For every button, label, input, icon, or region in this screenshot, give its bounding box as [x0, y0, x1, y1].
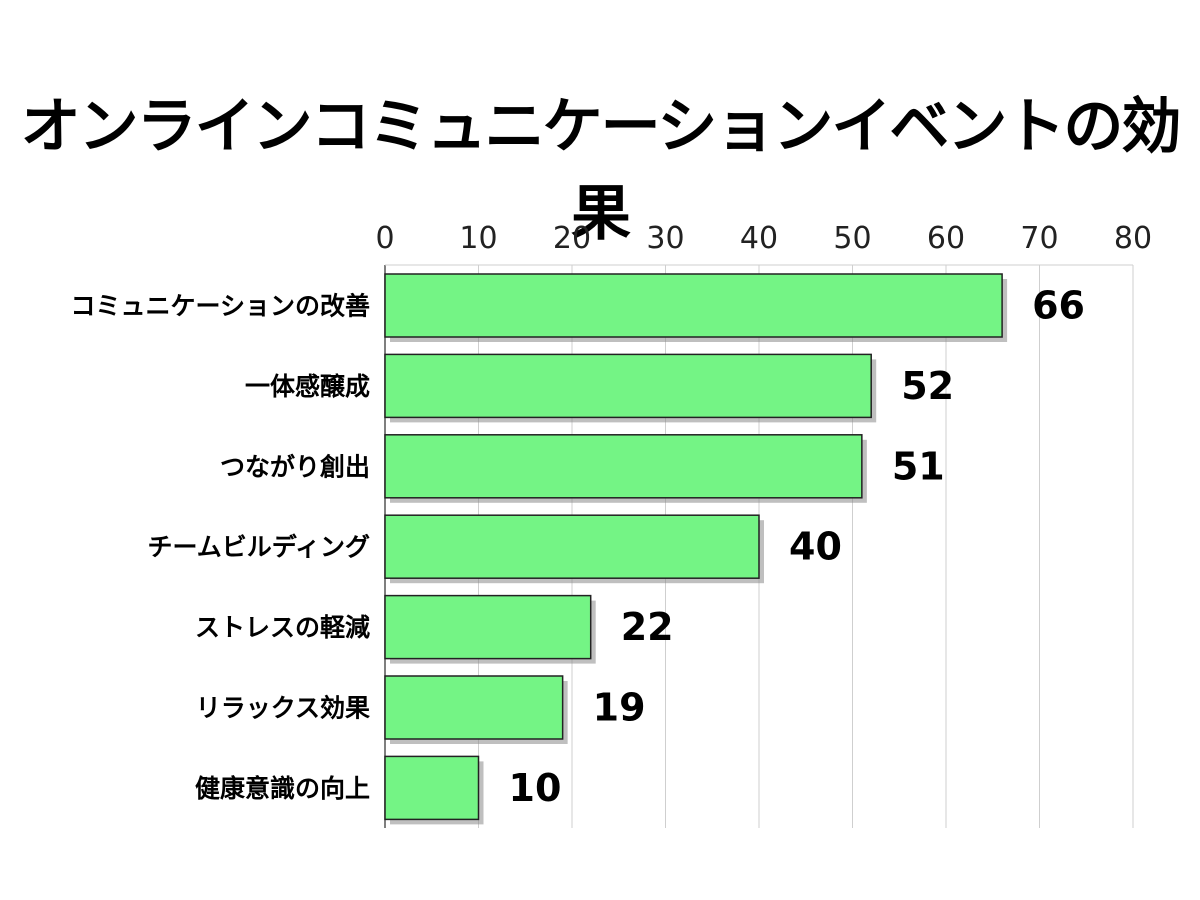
chart-title: オンラインコミュニケーションイベントの効果 [20, 92, 1182, 249]
x-tick-label: 70 [1020, 221, 1058, 256]
bar [384, 273, 1003, 338]
bar [384, 755, 480, 821]
category-label: リラックス効果 [196, 694, 370, 723]
value-label: 22 [621, 605, 674, 649]
x-tick-label: 80 [1114, 221, 1152, 256]
x-tick-label: 10 [459, 221, 497, 256]
x-tick-label: 30 [646, 221, 684, 256]
category-label: 一体感醸成 [245, 372, 370, 401]
bar [384, 514, 760, 579]
x-tick-label: 50 [833, 221, 871, 256]
x-tick-label: 20 [553, 221, 591, 256]
value-label: 51 [892, 444, 945, 488]
value-label: 10 [509, 766, 562, 810]
bar [384, 434, 863, 499]
value-label: 52 [901, 364, 954, 408]
value-label: 66 [1032, 284, 1085, 328]
category-label: チームビルディング [147, 533, 370, 562]
x-tick-label: 40 [740, 221, 778, 256]
x-tick-label: 60 [927, 221, 965, 256]
x-tick-label: 0 [375, 221, 394, 256]
bar [384, 353, 872, 419]
category-label: 健康意識の向上 [195, 774, 370, 803]
value-label: 40 [789, 525, 842, 569]
bar [384, 594, 592, 660]
category-label: コミュニケーションの改善 [70, 292, 370, 321]
value-label: 19 [593, 686, 646, 730]
bar [384, 675, 564, 740]
category-label: ストレスの軽減 [195, 613, 370, 642]
category-label: つながり創出 [220, 452, 370, 481]
